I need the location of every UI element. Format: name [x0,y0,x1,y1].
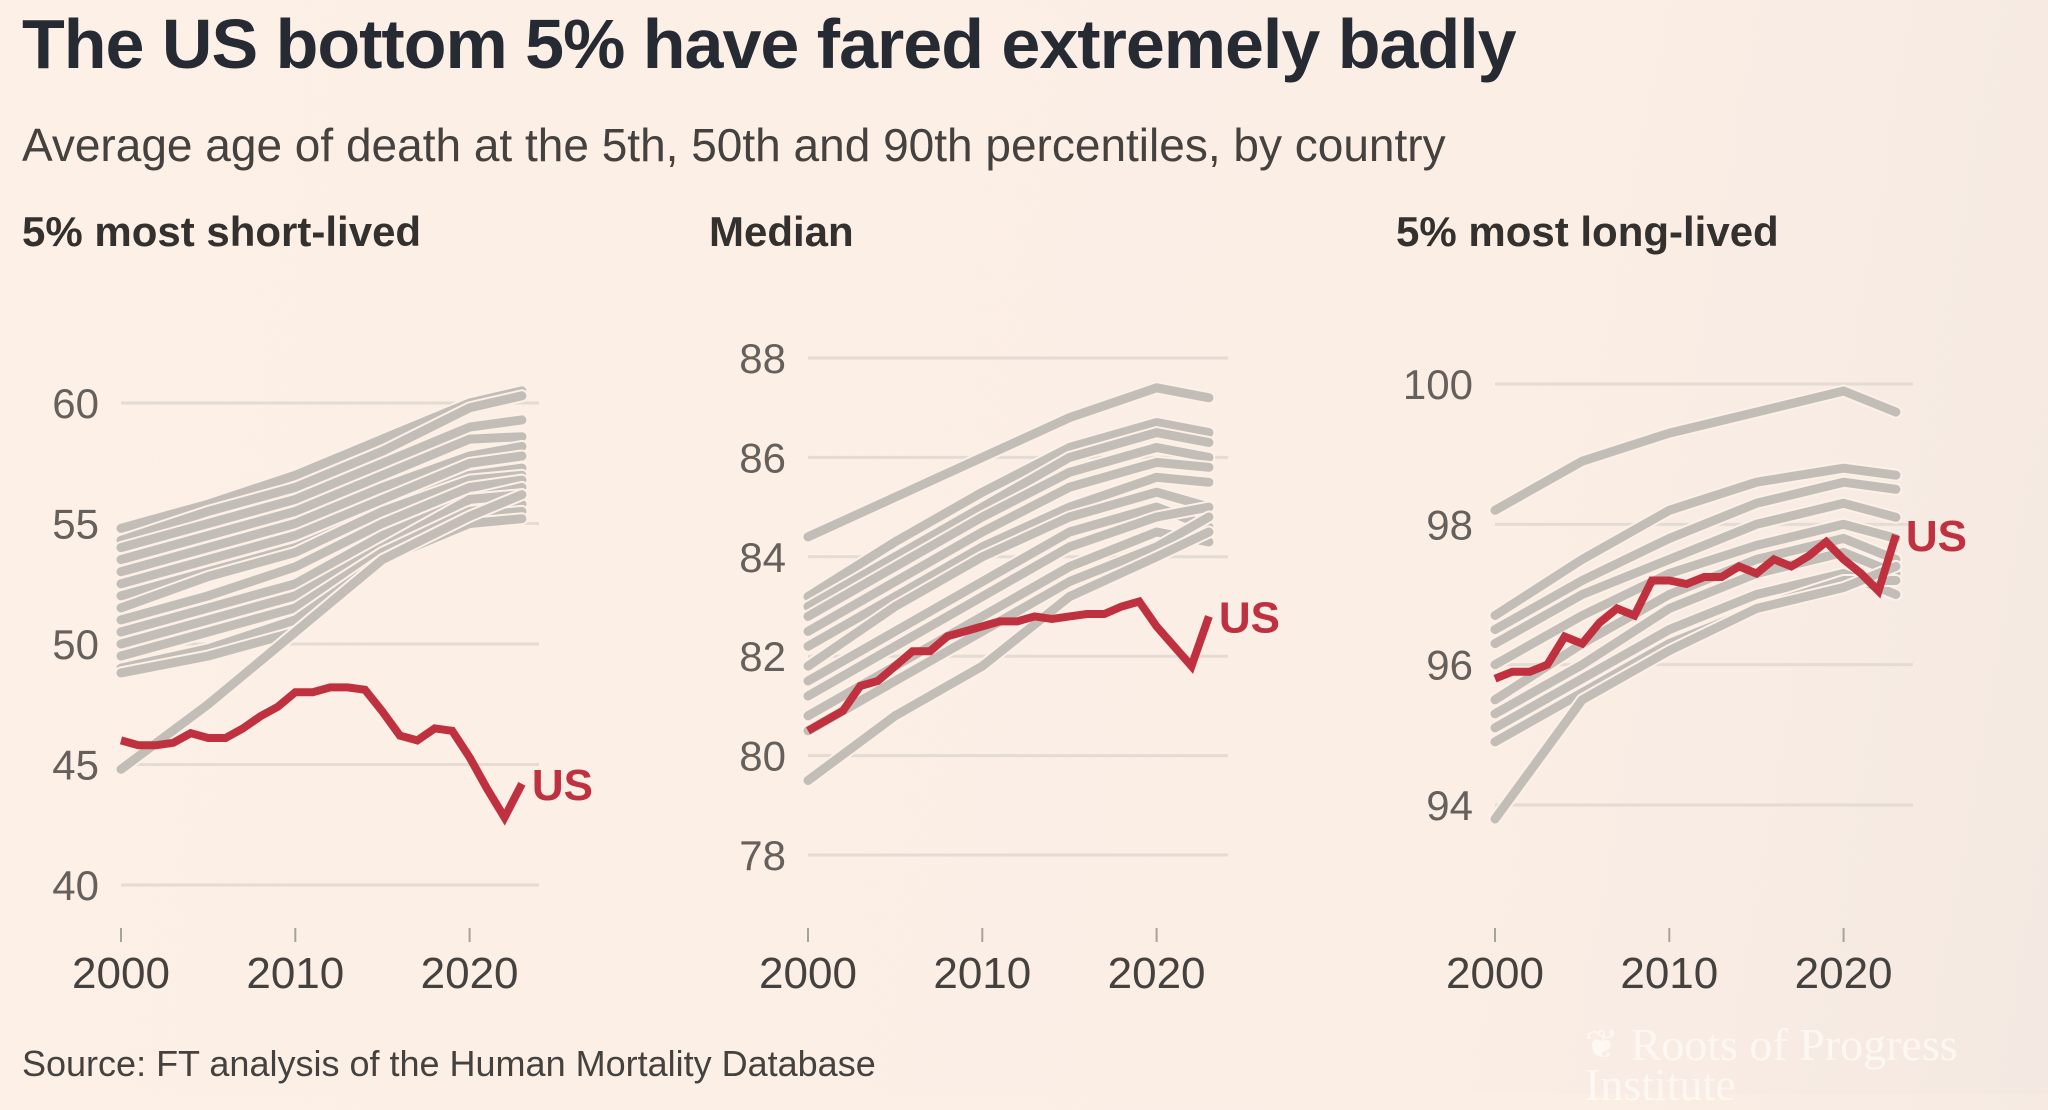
y-tick-label: 60 [52,380,99,427]
y-tick-label: 94 [1426,782,1473,829]
y-tick-label: 50 [52,621,99,668]
country-line [116,432,527,565]
chart-title: The US bottom 5% have fared extremely ba… [22,5,1517,83]
country-line [803,418,1214,602]
country-line [116,451,527,589]
country-line [803,472,1214,651]
y-tick-label: 80 [739,733,786,780]
country-line [803,502,1214,701]
watermark-logo: ❦ Roots of Progress Institute [1585,1022,2048,1108]
us-line [119,683,526,826]
country-line [116,490,527,774]
x-tick-label: 2010 [246,949,344,998]
country-line [1490,519,1901,670]
x-tick-label: 2010 [1620,949,1718,998]
source-note: Source: FT analysis of the Human Mortali… [22,1043,876,1084]
country-line [803,527,1214,785]
panel-title-long-lived: 5% most long-lived [1396,208,1779,255]
country-line [116,490,527,649]
x-tick-label: 2000 [1446,949,1544,998]
x-tick-label: 2020 [421,949,519,998]
country-line [803,457,1214,636]
country-line [803,443,1214,621]
panel-title-short-lived: 5% most short-lived [22,208,422,255]
country-line [1490,477,1901,635]
x-tick-label: 2020 [1108,949,1206,998]
y-tick-label: 100 [1403,361,1473,408]
country-line-halo [1488,384,1903,517]
country-line [116,441,527,577]
chart-subtitle: Average age of death at the 5th, 50th an… [22,119,1446,171]
country-line [803,383,1214,542]
country-line [1490,463,1901,620]
country-line [116,475,527,625]
country-line [1490,561,1901,824]
y-tick-label: 86 [739,434,786,481]
country-line [116,470,527,613]
panel-title-median: Median [709,208,854,255]
x-tick-label: 2000 [72,949,170,998]
y-tick-label: 98 [1426,501,1473,548]
y-tick-label: 40 [52,862,99,909]
country-line [1490,386,1901,515]
country-line [803,428,1214,611]
x-tick-label: 2000 [759,949,857,998]
y-tick-label: 96 [1426,642,1473,689]
y-tick-label: 84 [739,534,786,581]
country-line [1490,498,1901,649]
us-line [1493,533,1900,683]
y-tick-label: 45 [52,742,99,789]
country-line [803,487,1214,671]
watermark-text: Roots of Progress Institute [1585,1019,1958,1110]
y-tick-label: 55 [52,501,99,548]
country-line [1490,547,1901,719]
y-tick-label: 88 [739,335,786,382]
us-series-label: US [1219,593,1280,642]
x-tick-label: 2010 [933,949,1031,998]
country-line [116,415,527,553]
us-series-label: US [1906,512,1967,561]
y-tick-label: 78 [739,832,786,879]
tree-icon: ❦ [1585,1022,1619,1067]
us-series-label: US [532,761,593,810]
country-line [803,512,1214,736]
us-line [806,596,1213,735]
country-line [116,391,527,545]
y-tick-label: 82 [739,633,786,680]
x-tick-label: 2020 [1795,949,1893,998]
